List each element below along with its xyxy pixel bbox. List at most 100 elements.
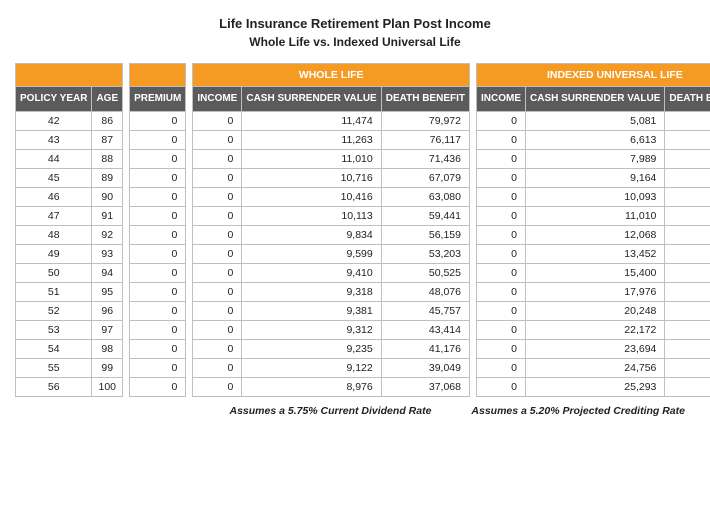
cell-policy-year: 50 <box>16 263 92 282</box>
cell-iul-death: 42,023 <box>665 168 710 187</box>
cell-wl-income: 0 <box>193 339 242 358</box>
cell-iul-income: 0 <box>477 358 526 377</box>
cell-wl-death: 48,076 <box>381 282 469 301</box>
cell-iul-death: 20,248 <box>665 301 710 320</box>
cell-iul-death: 17,976 <box>665 282 710 301</box>
cell-iul-income: 0 <box>477 320 526 339</box>
cell-wl-csv: 10,416 <box>242 187 381 206</box>
whole-life-block: WHOLE LIFE INCOME CASH SURRENDER VALUE D… <box>192 63 470 397</box>
cell-wl-death: 76,117 <box>381 130 469 149</box>
cell-wl-income: 0 <box>193 377 242 396</box>
cell-wl-csv: 11,010 <box>242 149 381 168</box>
table-row: 0 <box>130 206 186 225</box>
table-row: 0 <box>130 358 186 377</box>
cell-policy-year: 56 <box>16 377 92 396</box>
table-row: 07,98939,544 <box>477 149 710 168</box>
table-row: 4488 <box>16 149 123 168</box>
cell-iul-death: 34,140 <box>665 111 710 130</box>
cell-age: 94 <box>92 263 123 282</box>
cell-iul-death: 36,901 <box>665 130 710 149</box>
table-row: 0 <box>130 168 186 187</box>
cell-iul-income: 0 <box>477 168 526 187</box>
cell-policy-year: 43 <box>16 130 92 149</box>
cell-iul-death: 44,295 <box>665 187 710 206</box>
cell-premium: 0 <box>130 130 186 149</box>
cell-wl-death: 37,068 <box>381 377 469 396</box>
cell-policy-year: 54 <box>16 339 92 358</box>
cell-iul-income: 0 <box>477 149 526 168</box>
cell-wl-death: 41,176 <box>381 339 469 358</box>
table-row: 012,06834,298 <box>477 225 710 244</box>
cell-iul-income: 0 <box>477 187 526 206</box>
cell-wl-csv: 9,122 <box>242 358 381 377</box>
table-row: 4993 <box>16 244 123 263</box>
table-row: 09,41050,525 <box>193 263 470 282</box>
cell-wl-csv: 9,599 <box>242 244 381 263</box>
cell-wl-csv: 11,474 <box>242 111 381 130</box>
cell-policy-year: 42 <box>16 111 92 130</box>
page-title: Life Insurance Retirement Plan Post Inco… <box>15 16 695 31</box>
cell-wl-death: 79,972 <box>381 111 469 130</box>
table-row: 010,09344,295 <box>477 187 710 206</box>
table-row: 0 <box>130 130 186 149</box>
cell-wl-income: 0 <box>193 168 242 187</box>
col-age: AGE <box>92 87 123 112</box>
cell-iul-csv: 7,989 <box>526 149 665 168</box>
cell-premium: 0 <box>130 187 186 206</box>
cell-iul-csv: 11,010 <box>526 206 665 225</box>
table-row: 015,40023,439 <box>477 263 710 282</box>
cell-iul-income: 0 <box>477 282 526 301</box>
cell-iul-csv: 22,172 <box>526 320 665 339</box>
cell-iul-csv: 20,248 <box>526 301 665 320</box>
table-row: 5397 <box>16 320 123 339</box>
cell-age: 91 <box>92 206 123 225</box>
table-row: 017,97617,976 <box>477 282 710 301</box>
table-row: 0 <box>130 244 186 263</box>
table-row: 024,75624,756 <box>477 358 710 377</box>
cell-wl-death: 67,079 <box>381 168 469 187</box>
table-row: 011,01071,436 <box>193 149 470 168</box>
cell-premium: 0 <box>130 301 186 320</box>
table-row: 0 <box>130 339 186 358</box>
cell-wl-income: 0 <box>193 282 242 301</box>
cell-iul-income: 0 <box>477 130 526 149</box>
cell-iul-csv: 10,093 <box>526 187 665 206</box>
cell-iul-csv: 17,976 <box>526 282 665 301</box>
cell-policy-year: 55 <box>16 358 92 377</box>
year-age-block: POLICY YEAR AGE 428643874488458946904791… <box>15 63 123 397</box>
cell-wl-csv: 9,318 <box>242 282 381 301</box>
cell-iul-csv: 5,081 <box>526 111 665 130</box>
table-row: 5094 <box>16 263 123 282</box>
table-row: 023,69423,694 <box>477 339 710 358</box>
cell-iul-income: 0 <box>477 339 526 358</box>
cell-iul-csv: 23,694 <box>526 339 665 358</box>
cell-age: 95 <box>92 282 123 301</box>
cell-wl-csv: 9,381 <box>242 301 381 320</box>
cell-age: 100 <box>92 377 123 396</box>
table-row: 010,11359,441 <box>193 206 470 225</box>
iul-table: INDEXED UNIVERSAL LIFE INCOME CASH SURRE… <box>476 63 710 397</box>
table-row: 08,97637,068 <box>193 377 470 396</box>
cell-wl-csv: 9,834 <box>242 225 381 244</box>
whole-life-header: WHOLE LIFE <box>193 64 470 87</box>
cell-wl-csv: 9,312 <box>242 320 381 339</box>
cell-premium: 0 <box>130 168 186 187</box>
cell-iul-income: 0 <box>477 111 526 130</box>
table-row: 05,08134,140 <box>477 111 710 130</box>
table-row: 0 <box>130 111 186 130</box>
cell-wl-death: 63,080 <box>381 187 469 206</box>
col-wl-income: INCOME <box>193 87 242 112</box>
premium-table: PREMIUM 000000000000000 <box>129 63 186 397</box>
cell-iul-income: 0 <box>477 206 526 225</box>
cell-iul-income: 0 <box>477 244 526 263</box>
cell-age: 90 <box>92 187 123 206</box>
cell-age: 87 <box>92 130 123 149</box>
cell-wl-income: 0 <box>193 187 242 206</box>
table-row: 56100 <box>16 377 123 396</box>
year-age-top-header <box>16 64 123 87</box>
table-row: 4387 <box>16 130 123 149</box>
cell-iul-csv: 25,293 <box>526 377 665 396</box>
cell-wl-income: 0 <box>193 244 242 263</box>
cell-wl-csv: 10,716 <box>242 168 381 187</box>
cell-wl-death: 56,159 <box>381 225 469 244</box>
